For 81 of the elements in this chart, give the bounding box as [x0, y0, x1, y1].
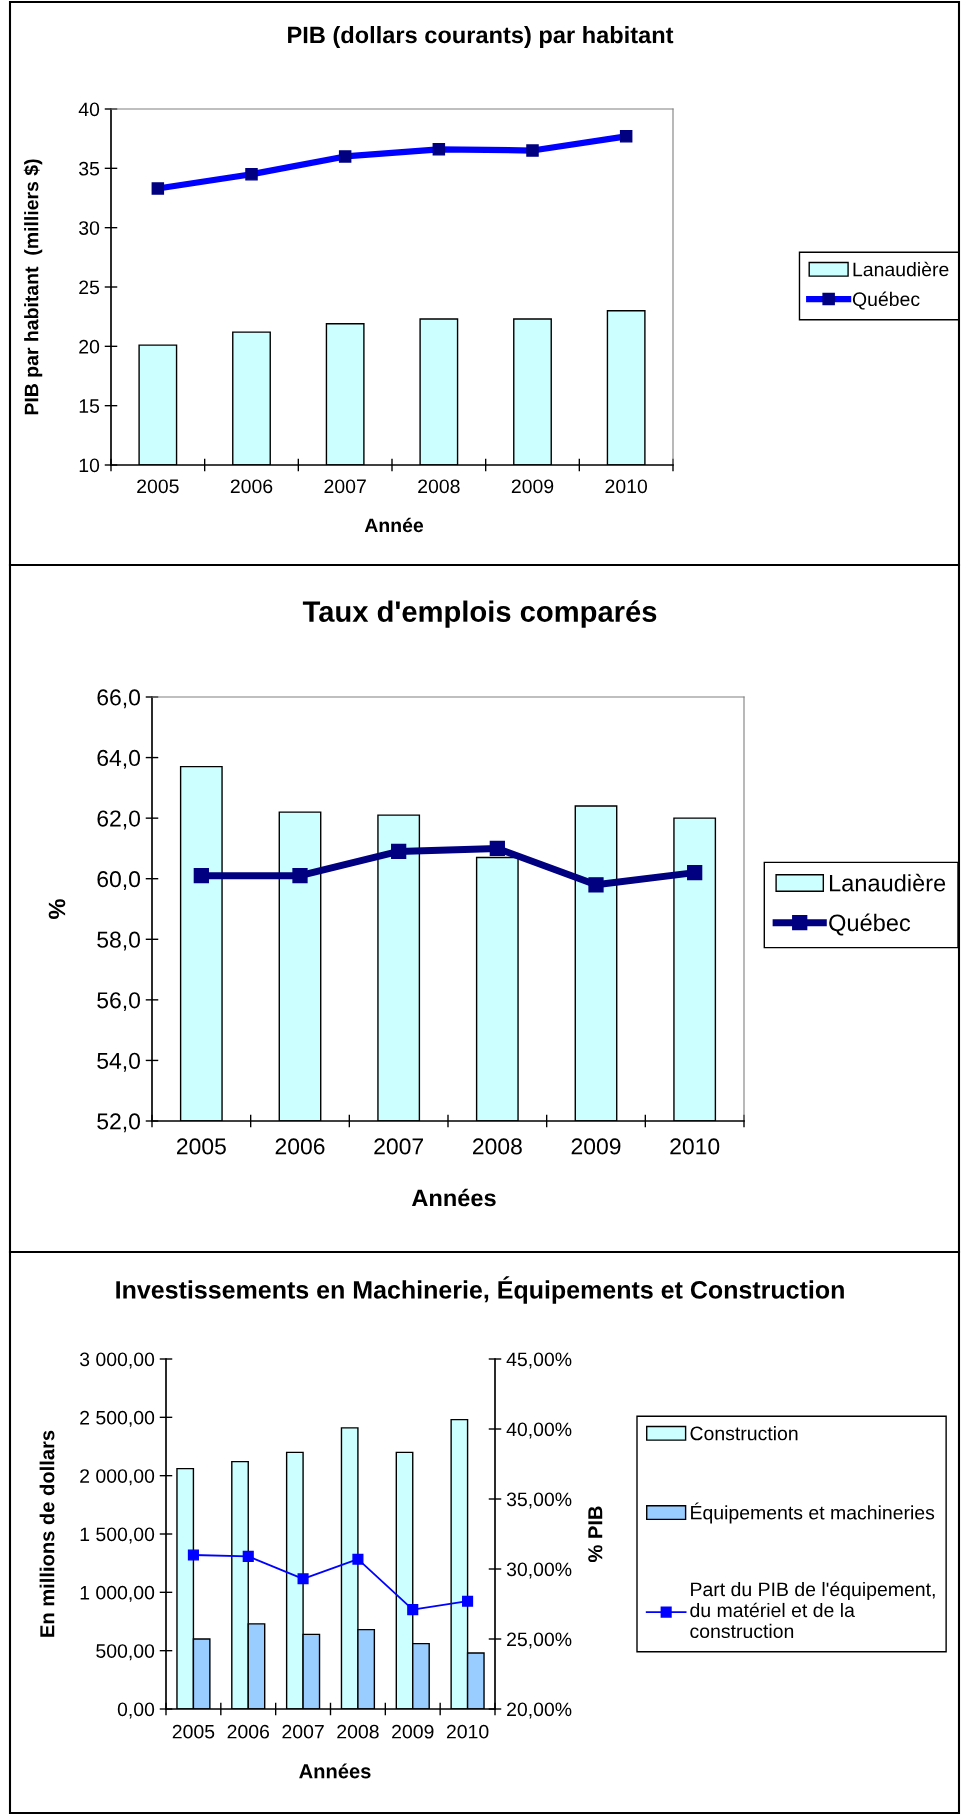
- point: [489, 840, 505, 857]
- x-tick-label: 2008: [473, 1138, 522, 1155]
- chart-title: Taux d'emplois comparés: [302, 600, 657, 628]
- x-tick-label: 2010: [446, 1724, 489, 1739]
- y2-tick-label: 30,00%: [506, 1562, 572, 1579]
- x-tick-label: 2010: [605, 479, 648, 494]
- y-tick-label: 25: [79, 280, 100, 295]
- y-tick-label: 2 000,00: [80, 1469, 155, 1486]
- point: [526, 144, 539, 157]
- y-axis-title: %: [48, 899, 66, 919]
- x-tick-label: 2005: [137, 479, 179, 494]
- y-tick-label: 58,0: [97, 931, 140, 951]
- legend-label: Québec: [852, 291, 920, 310]
- x-tick-label: 2007: [324, 479, 366, 494]
- y-tick-label: 40: [78, 102, 100, 117]
- x-tick-label: 2007: [282, 1724, 324, 1739]
- y-tick-label: 15: [79, 399, 100, 413]
- chart-title: PIB (dollars courants) par habitant: [288, 26, 674, 48]
- point: [352, 1553, 364, 1565]
- point: [338, 150, 352, 163]
- y2-tick-label: 40,00%: [506, 1422, 572, 1439]
- y-tick-label: 52,0: [97, 1113, 140, 1133]
- y-tick-label: 20: [79, 339, 100, 354]
- y-tick-label: 3 000,00: [79, 1352, 155, 1369]
- y-tick-label: 1 000,00: [80, 1585, 155, 1602]
- point: [151, 182, 165, 195]
- y2-tick-label: 20,00%: [507, 1702, 572, 1719]
- y-tick-label: 10: [79, 458, 100, 473]
- chart-title: Investissements en Machinerie, Équipements et Construction: [116, 1276, 844, 1304]
- y-tick-label: 35: [79, 161, 100, 176]
- x-tick-label: 2010: [670, 1138, 720, 1155]
- point: [407, 1604, 419, 1616]
- point: [462, 1595, 474, 1607]
- y-tick-label: 62,0: [97, 810, 140, 830]
- point: [619, 130, 633, 143]
- y-tick-label: 500,00: [96, 1644, 155, 1661]
- legend-label: Construction: [690, 1426, 798, 1441]
- x-tick-label: 2006: [227, 1724, 270, 1739]
- point: [187, 1549, 199, 1561]
- y-tick-label: 64,0: [97, 749, 140, 769]
- legend-label: Québec: [829, 913, 911, 936]
- legend-label: Lanaudière: [853, 261, 949, 277]
- point: [242, 1550, 254, 1562]
- point: [391, 843, 407, 860]
- y2-axis-title: % PIB: [588, 1506, 603, 1563]
- point: [193, 868, 209, 884]
- y-axis-title: En millions de dollars: [39, 1430, 55, 1637]
- y2-tick-label: 35,00%: [506, 1492, 572, 1509]
- x-tick-label: 2007: [374, 1138, 424, 1155]
- y-tick-label: 56,0: [97, 992, 140, 1012]
- point: [432, 143, 446, 156]
- y-tick-label: 66,0: [97, 689, 140, 709]
- y-axis-title: PIB par habitant (milliers $): [23, 159, 43, 415]
- y2-tick-label: 45,00%: [506, 1352, 572, 1369]
- x-tick-label: 2008: [337, 1724, 379, 1739]
- legend-label: Lanaudière: [829, 873, 946, 892]
- x-axis-title: Années: [411, 1188, 496, 1207]
- x-tick-label: 2009: [392, 1724, 434, 1739]
- x-tick-label: 2006: [275, 1138, 325, 1155]
- point: [687, 865, 703, 881]
- legend-label: Équipements et machineries: [691, 1502, 935, 1524]
- y-tick-label: 60,0: [97, 871, 140, 890]
- y-tick-label: 2 500,00: [80, 1410, 155, 1427]
- point: [297, 1573, 309, 1585]
- point: [292, 868, 308, 884]
- y2-tick-label: 25,00%: [507, 1632, 572, 1649]
- y-tick-label: 0,00: [117, 1702, 155, 1719]
- x-tick-label: 2006: [230, 479, 273, 494]
- point: [588, 877, 604, 893]
- x-tick-label: 2009: [511, 479, 554, 494]
- x-tick-label: 2008: [418, 479, 460, 494]
- y-tick-label: 54,0: [97, 1052, 140, 1072]
- point: [245, 168, 258, 181]
- legend-label: Part du PIB de l'équipement, du matériel et de la construction: [690, 1581, 935, 1639]
- x-axis-title: Année: [364, 517, 424, 533]
- y-tick-label: 1 500,00: [80, 1527, 155, 1544]
- y-tick-label: 30: [79, 221, 100, 235]
- x-axis-title: Années: [299, 1763, 371, 1779]
- x-tick-label: 2009: [571, 1138, 621, 1155]
- x-tick-label: 2005: [172, 1724, 215, 1739]
- x-tick-label: 2005: [177, 1138, 226, 1155]
